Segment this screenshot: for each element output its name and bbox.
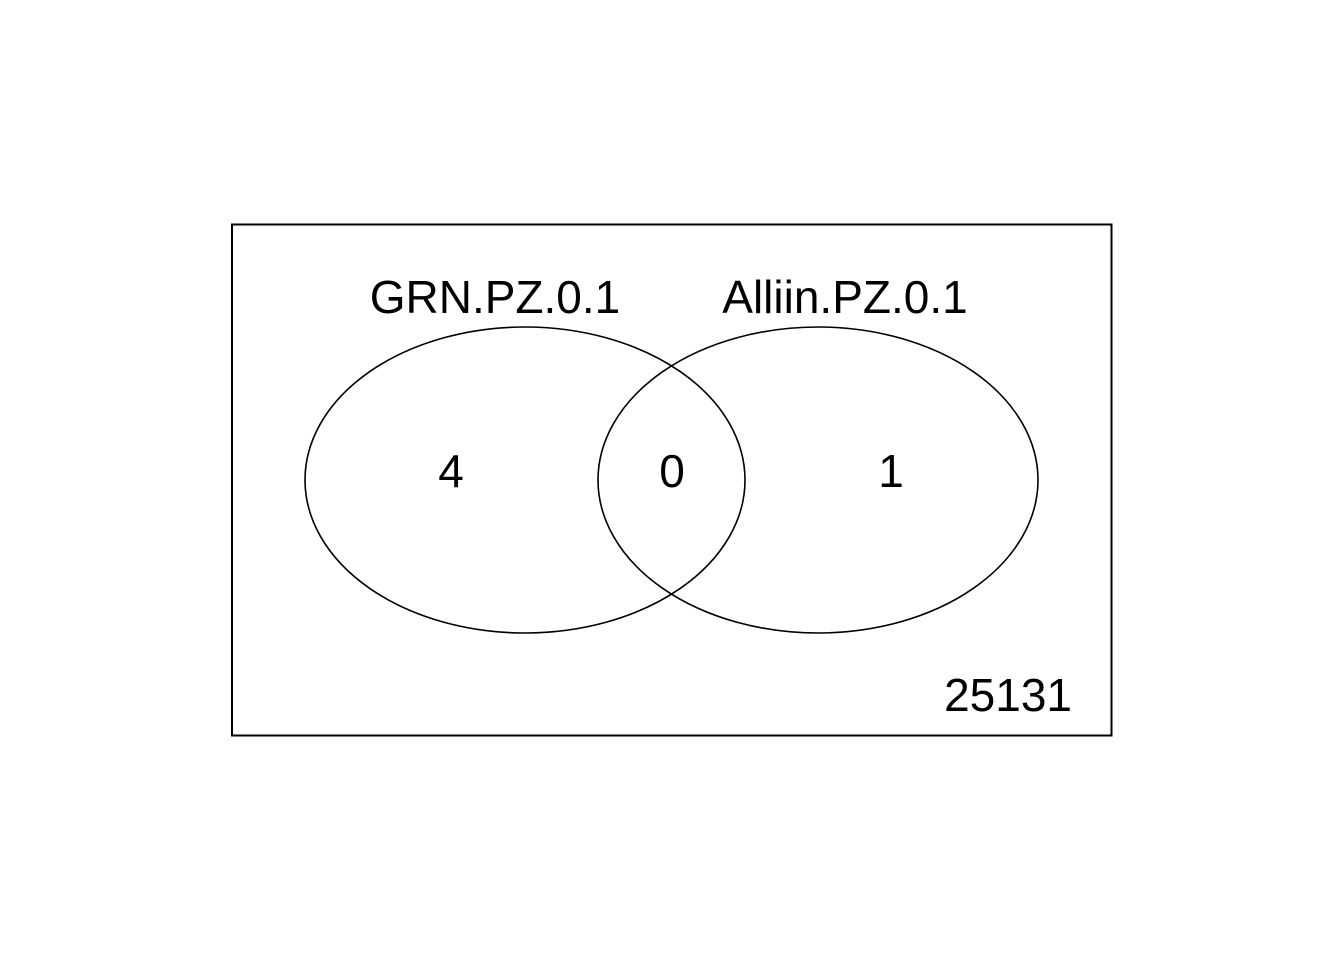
set-label-grn: GRN.PZ.0.1 <box>370 271 621 323</box>
universe-frame <box>231 223 1113 737</box>
count-outside: 25131 <box>944 669 1072 721</box>
count-alliin-only: 1 <box>878 445 904 497</box>
set-ellipse-grn <box>304 326 746 634</box>
set-ellipse-alliin <box>597 326 1039 634</box>
set-label-alliin: Alliin.PZ.0.1 <box>722 271 967 323</box>
count-intersection: 0 <box>659 445 685 497</box>
count-grn-only: 4 <box>438 445 464 497</box>
